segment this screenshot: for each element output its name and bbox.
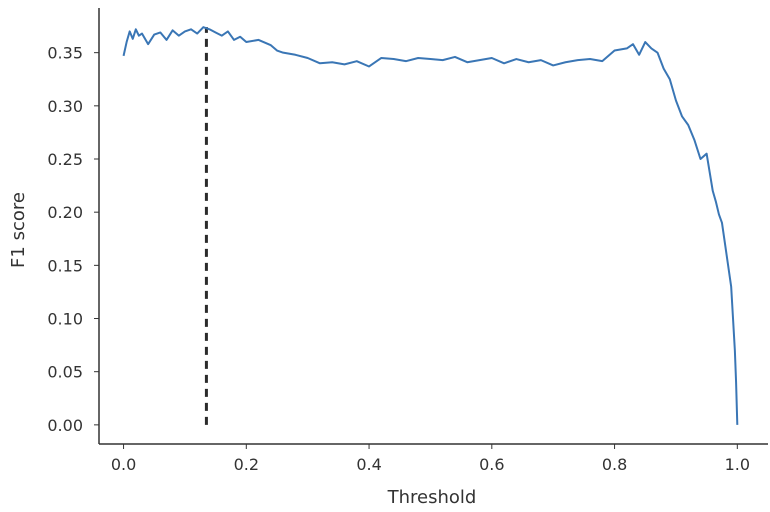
x-axis-label: Threshold: [387, 487, 477, 508]
x-tick-label: 0.8: [602, 455, 627, 474]
x-tick-label: 0.0: [111, 455, 136, 474]
y-tick-label: 0.35: [47, 44, 83, 63]
f1-score-line: [122, 26, 739, 425]
x-tick-label: 0.4: [356, 455, 381, 474]
y-axis-label: F1 score: [8, 192, 29, 268]
y-tick-label: 0.15: [47, 256, 83, 275]
y-tick-label: 0.00: [47, 416, 83, 435]
y-tick-label: 0.30: [47, 97, 83, 116]
x-tick-label: 0.6: [479, 455, 504, 474]
y-tick-label: 0.05: [47, 363, 83, 382]
y-tick-label: 0.20: [47, 203, 83, 222]
x-tick-label: 0.2: [234, 455, 259, 474]
y-tick-label: 0.10: [47, 310, 83, 329]
x-tick-group: 0.0 0.2 0.4 0.6 0.8 1.0: [111, 444, 750, 474]
y-tick-group: 0.00 0.05 0.10 0.15 0.20 0.25 0.30 0.35: [47, 44, 99, 435]
y-tick-label: 0.25: [47, 150, 83, 169]
x-tick-label: 1.0: [725, 455, 750, 474]
